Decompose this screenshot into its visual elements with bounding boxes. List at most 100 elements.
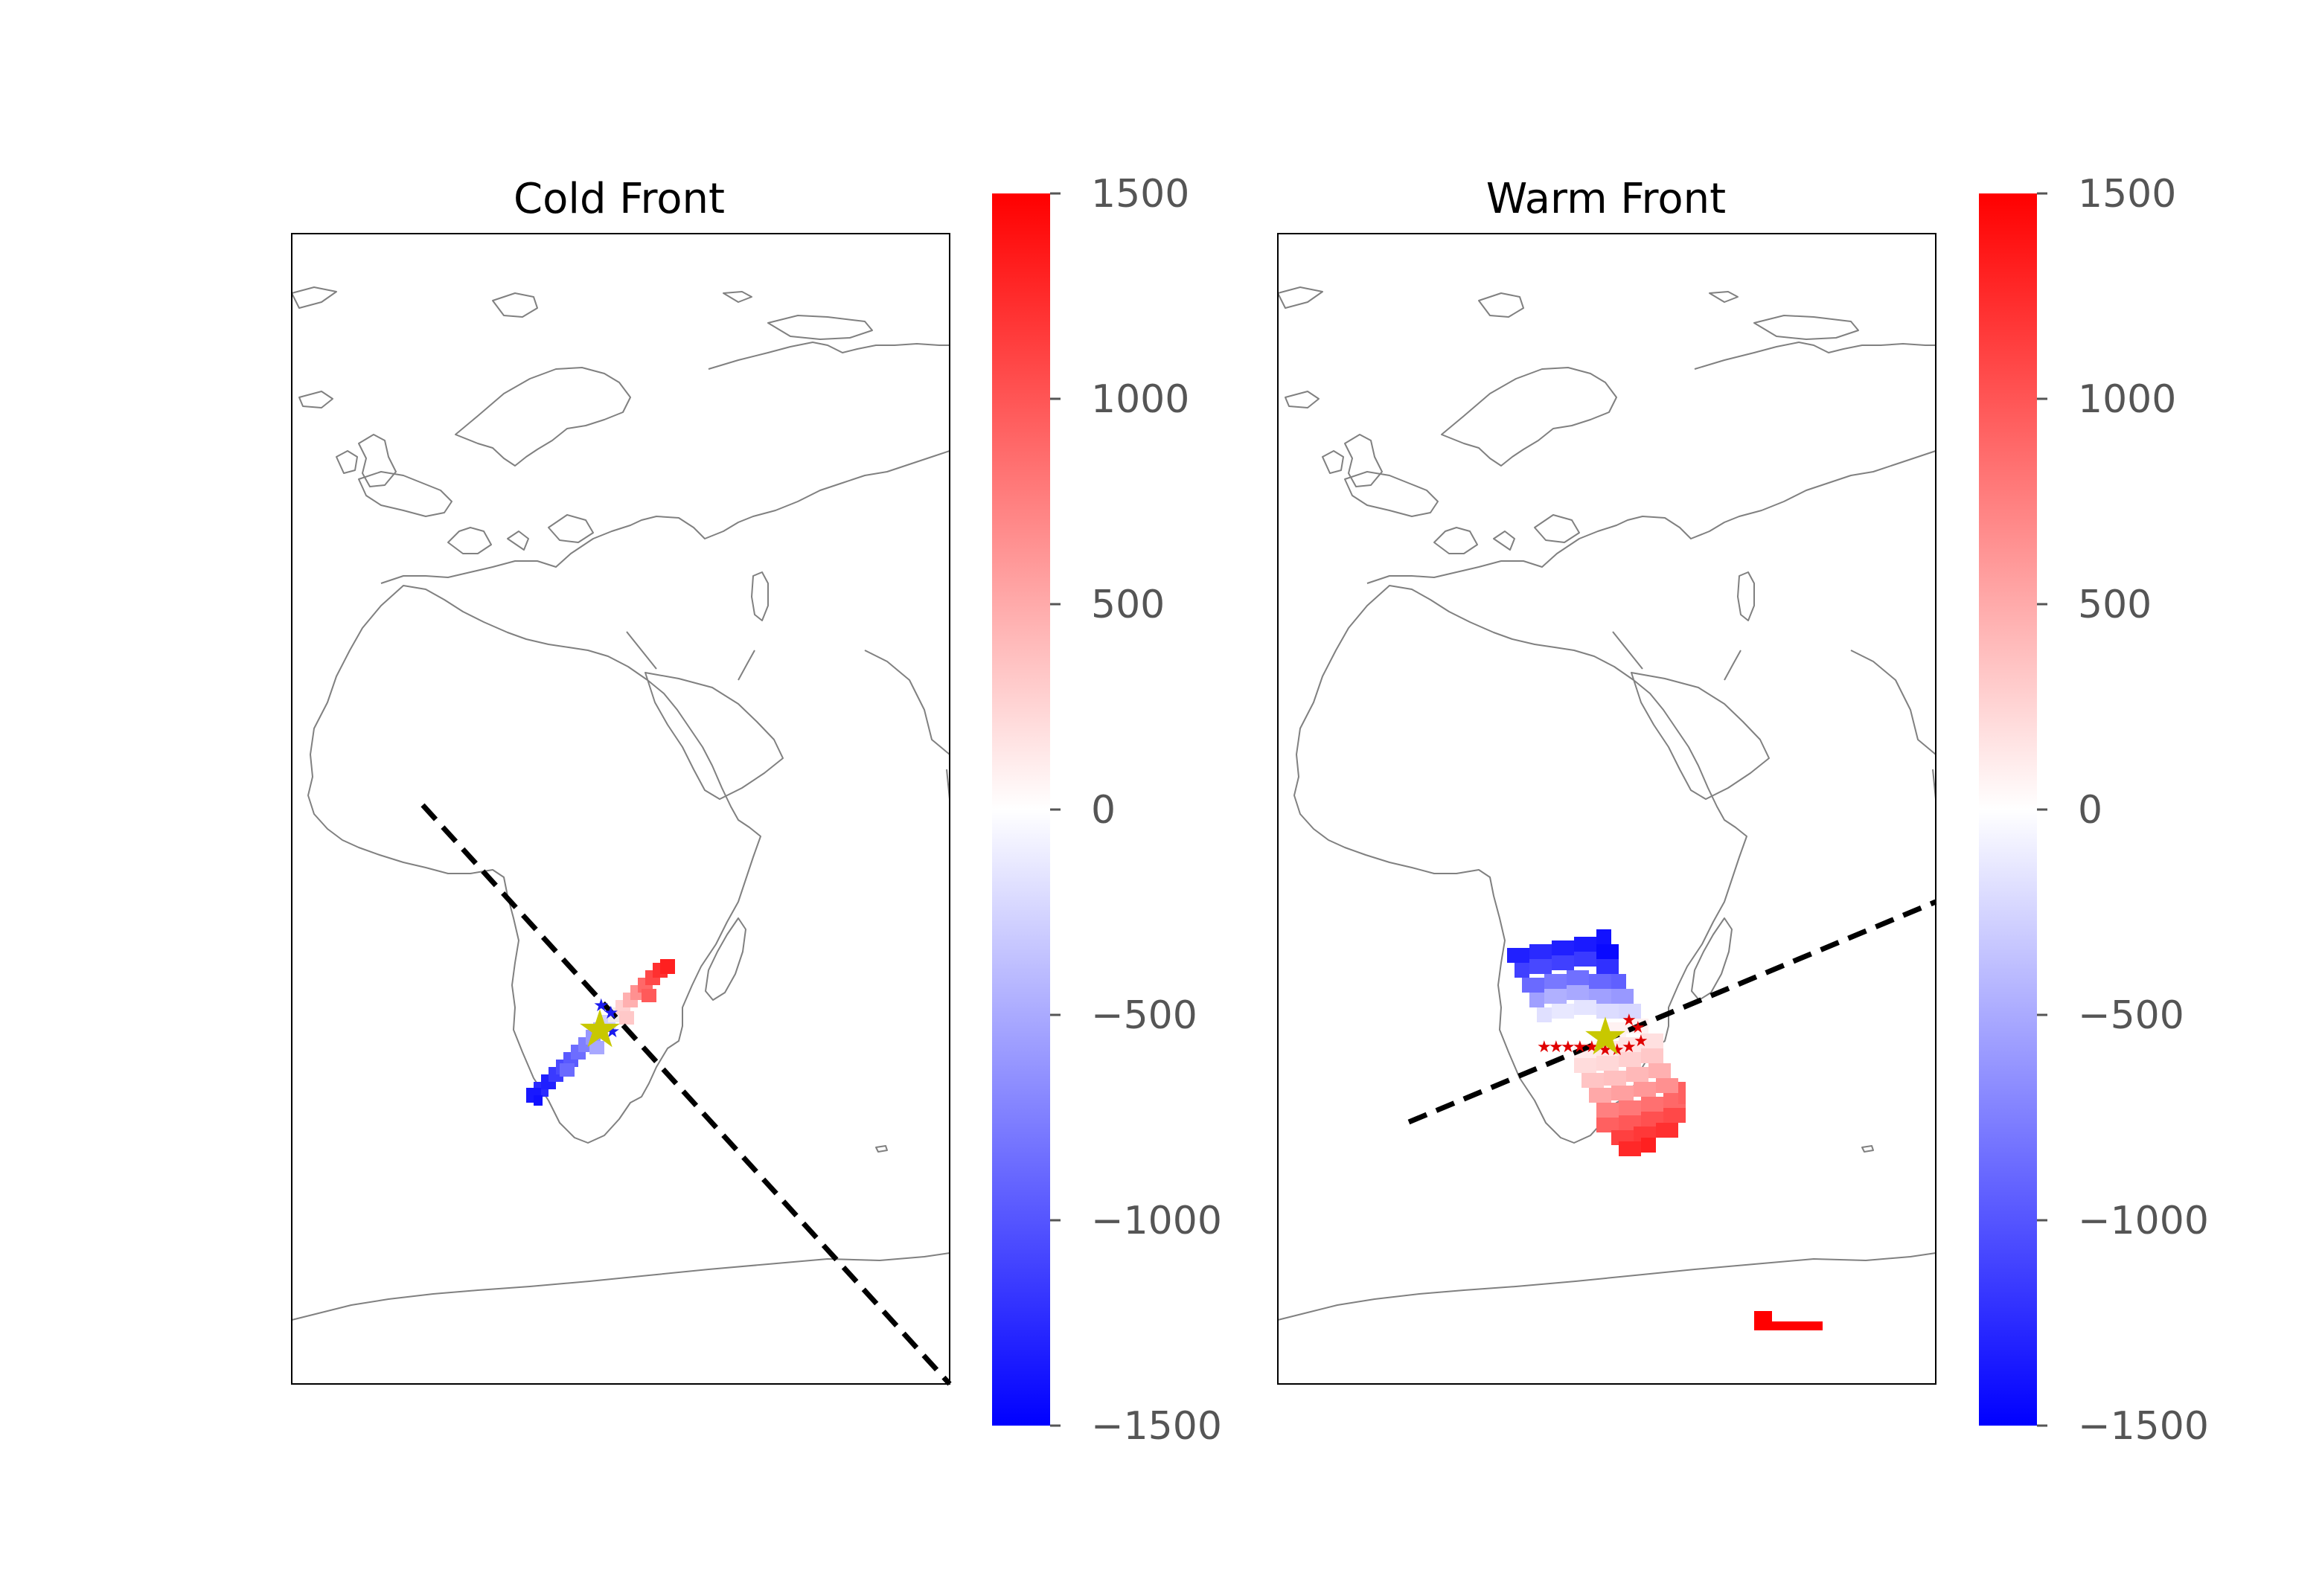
heatmap-cell bbox=[1552, 940, 1574, 955]
heatmap-cell bbox=[1641, 1048, 1663, 1063]
front-points: ★ ★ ★ bbox=[593, 995, 621, 1042]
point-marker: ★ bbox=[1622, 1011, 1637, 1030]
heatmap-cell bbox=[1515, 963, 1529, 978]
heatmap-cell bbox=[1522, 978, 1544, 993]
heatmap-cell bbox=[1507, 948, 1529, 963]
heatmap-cell bbox=[1626, 1067, 1648, 1082]
colorbar-tick-label: 500 bbox=[2078, 583, 2152, 627]
front-line bbox=[1407, 899, 1937, 1125]
heatmap-cell bbox=[1619, 1052, 1641, 1067]
heatmap-cell bbox=[1552, 1004, 1574, 1019]
colorbar-ticks bbox=[1050, 192, 1061, 1427]
point-marker: ★ bbox=[1622, 1038, 1637, 1057]
heatmap-cell bbox=[1596, 1103, 1619, 1118]
point-marker: ★ bbox=[1584, 1038, 1599, 1057]
colorbar-tick-label: −500 bbox=[2078, 993, 2184, 1038]
colorbar-tick-label: 1000 bbox=[1091, 377, 1189, 422]
heatmap-cell bbox=[1589, 974, 1611, 989]
heatmap-cell bbox=[1596, 944, 1619, 959]
point-marker: ★ bbox=[1561, 1038, 1576, 1057]
cyclone-center-star: ★ bbox=[577, 999, 624, 1060]
heatmap-cell bbox=[1589, 1088, 1611, 1103]
colorbar-tick-label: 0 bbox=[2078, 788, 2102, 833]
heatmap-cell bbox=[1656, 1123, 1678, 1138]
colorbar-tick-label: 500 bbox=[1091, 583, 1165, 627]
heatmap-cell bbox=[642, 989, 656, 1002]
heatmap-cell bbox=[1641, 1033, 1663, 1048]
point-marker: ★ bbox=[604, 1021, 621, 1042]
warm-front-heatmap bbox=[1507, 929, 1823, 1330]
point-marker: ★ bbox=[1631, 1019, 1645, 1037]
point-marker: ★ bbox=[593, 995, 610, 1016]
front-points: ★ ★ ★ ★ ★ ★ ★ ★ ★ ★ ★ bbox=[1537, 1011, 1648, 1060]
heatmap-cell bbox=[1604, 1022, 1626, 1037]
warm-front-map: ★ ★ ★ ★ ★ ★ ★ ★ ★ ★ ★ ★ bbox=[1277, 233, 1937, 1385]
heatmap-cell bbox=[1641, 1097, 1663, 1112]
point-marker: ★ bbox=[1598, 1041, 1613, 1060]
heatmap-cell bbox=[1544, 989, 1567, 1004]
colorbar-tick-label: −1000 bbox=[2078, 1199, 2209, 1243]
heatmap-cell bbox=[1754, 1321, 1823, 1330]
colorbar-tick-label: −1000 bbox=[1091, 1199, 1222, 1243]
colorbar-tick-label: 1500 bbox=[2078, 172, 2176, 217]
heatmap-cell bbox=[1567, 970, 1589, 985]
heatmap-cell bbox=[1619, 1141, 1641, 1156]
cold-front-heatmap bbox=[526, 959, 675, 1106]
heatmap-cell bbox=[1656, 1078, 1678, 1093]
heatmap-cell bbox=[1574, 937, 1596, 952]
heatmap-cell bbox=[1581, 1073, 1604, 1088]
heatmap-cell bbox=[1529, 944, 1552, 959]
colorbar-tick-label: −1500 bbox=[2078, 1404, 2209, 1449]
colorbar-ticks bbox=[2037, 192, 2047, 1427]
heatmap-cell bbox=[1529, 959, 1552, 974]
heatmap-cell bbox=[1641, 1138, 1656, 1153]
colorbar-gradient bbox=[992, 193, 1050, 1426]
point-marker: ★ bbox=[1610, 1041, 1625, 1060]
point-marker: ★ bbox=[1549, 1038, 1564, 1057]
heatmap-cell bbox=[1648, 1063, 1671, 1078]
warm-front-panel: Warm Front bbox=[1277, 172, 2209, 1449]
heatmap-cell bbox=[1596, 1004, 1619, 1019]
cold-front-colorbar: 1500 1000 500 0 −500 −1000 −1500 bbox=[992, 172, 1222, 1449]
heatmap-cell bbox=[1567, 985, 1589, 1000]
heatmap-cell bbox=[1611, 1086, 1634, 1100]
heatmap-cell bbox=[1678, 1082, 1686, 1104]
cold-front-map: ★ ★ ★ ★ bbox=[291, 233, 952, 1386]
heatmap-cell bbox=[1619, 1037, 1641, 1052]
colorbar-tick-label: 0 bbox=[1091, 788, 1116, 833]
heatmap-cell bbox=[589, 1041, 604, 1054]
heatmap-cell bbox=[1596, 1041, 1619, 1056]
warm-front-colorbar: 1500 1000 500 0 −500 −1000 −1500 bbox=[1979, 172, 2209, 1449]
heatmap-cell bbox=[660, 959, 675, 974]
point-marker: ★ bbox=[1573, 1038, 1587, 1057]
heatmap-cell bbox=[1574, 1058, 1596, 1073]
heatmap-cell bbox=[1574, 1000, 1596, 1015]
warm-front-title: Warm Front bbox=[1486, 175, 1726, 223]
heatmap-cell bbox=[619, 1011, 634, 1025]
colorbar-gradient bbox=[1979, 193, 2037, 1426]
heatmap-cell bbox=[1604, 1071, 1626, 1086]
heatmap-cell bbox=[560, 1063, 575, 1077]
heatmap-cell bbox=[1619, 1100, 1641, 1115]
colorbar-tick-label: −500 bbox=[1091, 993, 1197, 1038]
heatmap-cell bbox=[1663, 1108, 1686, 1123]
heatmap-cell bbox=[1634, 1082, 1656, 1097]
cold-front-panel: Cold Front bbox=[291, 172, 1222, 1449]
colorbar-tick-label: −1500 bbox=[1091, 1404, 1222, 1449]
heatmap-cell bbox=[1619, 1004, 1641, 1019]
point-marker: ★ bbox=[1634, 1032, 1648, 1051]
heatmap-cell bbox=[1574, 952, 1596, 967]
heatmap-cell bbox=[1596, 929, 1611, 944]
heatmap-cell bbox=[1611, 974, 1626, 989]
colorbar-tick-label: 1000 bbox=[2078, 377, 2176, 422]
heatmap-cell bbox=[1596, 959, 1619, 974]
heatmap-cell bbox=[1544, 974, 1567, 989]
heatmap-cell bbox=[1537, 1007, 1552, 1022]
point-marker: ★ bbox=[1537, 1038, 1552, 1057]
point-marker: ★ bbox=[603, 1002, 619, 1023]
front-line bbox=[420, 803, 952, 1386]
cyclone-center-star: ★ bbox=[1582, 1006, 1629, 1067]
heatmap-cell bbox=[1529, 993, 1544, 1007]
colorbar-tick-label: 1500 bbox=[1091, 172, 1189, 217]
